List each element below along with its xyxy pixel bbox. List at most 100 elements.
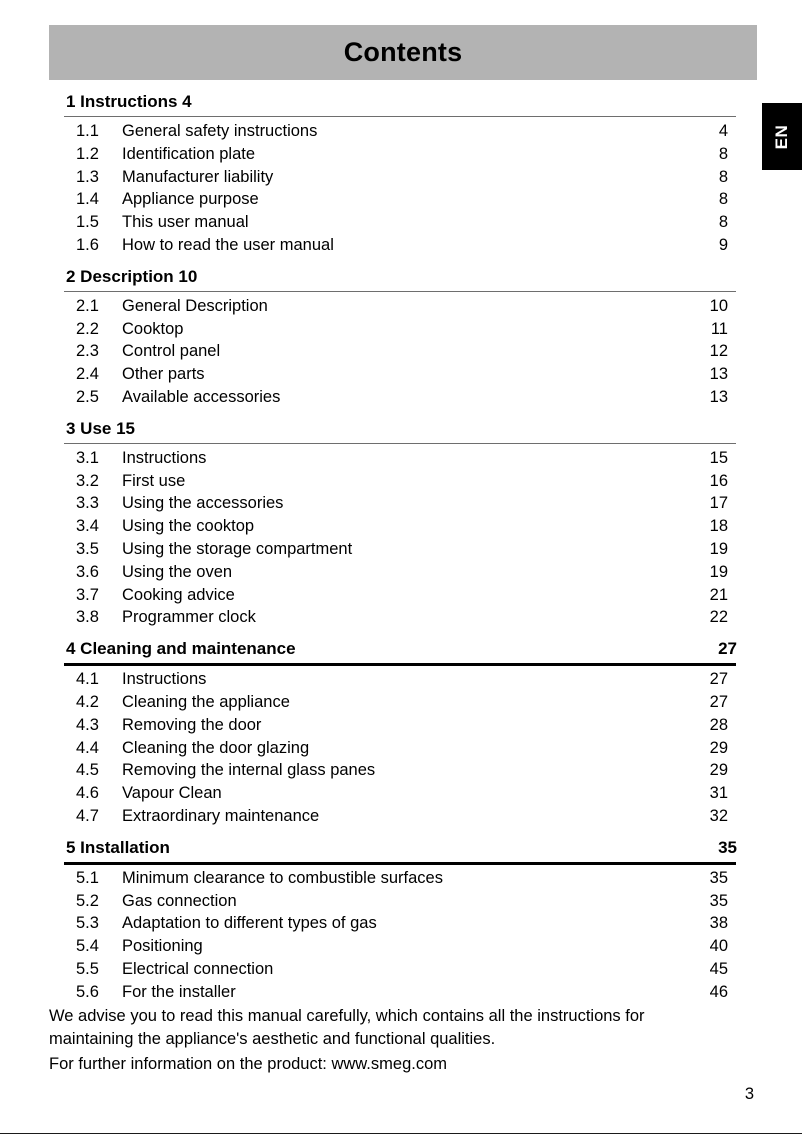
page-number: 3 [744, 1085, 754, 1103]
toc-entry-label: Electrical connection [122, 959, 274, 978]
toc-entry-number: 3.1 [76, 448, 99, 467]
toc-entry-page: 15 [709, 448, 728, 467]
toc-entry-number: 2.4 [76, 365, 99, 384]
toc-entry[interactable]: 3.5 Using the storage compartment 19 [76, 538, 728, 561]
toc-entry-label: Extraordinary maintenance [122, 806, 320, 825]
toc-entry[interactable]: 2.2 Cooktop 11 [76, 318, 728, 341]
toc-entry[interactable]: 2.5 Available accessories 13 [76, 386, 728, 409]
toc-section-header[interactable]: 3 Use 15 [49, 417, 737, 441]
toc-entry-page: 35 [709, 868, 728, 887]
toc-entry-label: Using the cooktop [122, 517, 255, 536]
toc-entry-label: Using the accessories [122, 494, 284, 513]
toc-entry[interactable]: 3.1 Instructions 15 [76, 447, 728, 470]
toc-entry-page: 29 [709, 738, 728, 757]
toc-entry[interactable]: 3.3 Using the accessories 17 [76, 492, 728, 515]
toc-section-header[interactable]: 1 Instructions 4 [49, 90, 737, 114]
toc-section-page: 35 [718, 837, 737, 857]
toc-entry[interactable]: 3.8 Programmer clock 22 [76, 606, 728, 629]
toc-entry-label: Control panel [122, 342, 221, 361]
toc-entry[interactable]: 5.2 Gas connection 35 [76, 890, 728, 913]
toc-entry[interactable]: 3.6 Using the oven 19 [76, 561, 728, 584]
toc-section-rule [64, 861, 736, 865]
toc-entry-label: Cleaning the door glazing [122, 738, 310, 757]
toc-entry[interactable]: 2.3 Control panel 12 [76, 340, 728, 363]
toc-section: 4 Cleaning and maintenance 27 4.1 Instructi… [49, 637, 737, 836]
toc-entry-page: 46 [709, 982, 728, 1001]
toc-entry-page: 27 [709, 670, 728, 689]
toc-section-title: 4 Cleaning and maintenance [66, 639, 296, 659]
toc-entry[interactable]: 2.4 Other parts 13 [76, 363, 728, 386]
toc-section-title: 3 Use 15 [66, 418, 135, 438]
toc-section: 1 Instructions 4 1.1 General safety instru… [49, 90, 737, 265]
toc-entry-number: 3.3 [76, 494, 99, 513]
toc-entry-page: 31 [709, 784, 728, 803]
toc-entry-page: 8 [718, 190, 728, 209]
toc-entry-number: 4.6 [76, 784, 99, 803]
toc-entry[interactable]: 1.1 General safety instructions 4 [76, 120, 728, 143]
toc-entry[interactable]: 1.4 Appliance purpose 8 [76, 188, 728, 211]
toc-entry-page: 9 [718, 235, 728, 254]
toc-entry-label: Instructions [122, 670, 207, 689]
toc-entry-number: 1.1 [76, 122, 99, 140]
toc-entry[interactable]: 3.4 Using the cooktop 18 [76, 515, 728, 538]
toc-entry[interactable]: 5.4 Positioning 40 [76, 935, 728, 958]
toc-entry-number: 5.5 [76, 959, 99, 978]
toc-entry-number: 4.1 [76, 670, 99, 689]
toc-entry-page: 16 [709, 471, 728, 490]
toc-entry-label: Manufacturer liability [122, 167, 274, 186]
toc-entry-label: Appliance purpose [122, 190, 259, 209]
toc-entry[interactable]: 4.2 Cleaning the appliance 27 [76, 691, 728, 714]
toc-entry-number: 4.5 [76, 761, 99, 780]
toc-entry[interactable]: 5.6 For the installer 46 [76, 981, 728, 1004]
toc-entry-number: 2.2 [76, 319, 99, 338]
toc-entry-number: 5.4 [76, 937, 99, 956]
toc-entry-page: 8 [718, 144, 728, 163]
toc-entry-page: 40 [709, 937, 728, 956]
toc-entry[interactable]: 4.5 Removing the internal glass panes 29 [76, 759, 728, 782]
toc-section-title: 5 Installation [66, 837, 170, 857]
toc-entry[interactable]: 4.7 Extraordinary maintenance 32 [76, 805, 728, 828]
footer-divider [0, 1133, 802, 1134]
toc-entry-number: 5.1 [76, 868, 99, 887]
toc-entry[interactable]: 3.2 First use 16 [76, 470, 728, 493]
toc-entry[interactable]: 4.4 Cleaning the door glazing 29 [76, 737, 728, 760]
toc-section-header[interactable]: 5 Installation 35 [49, 836, 737, 860]
toc-entry-number: 1.6 [76, 235, 99, 254]
toc-entry[interactable]: 2.1 General Description 10 [76, 295, 728, 318]
toc-entry-page: 8 [718, 167, 728, 186]
toc-section-header[interactable]: 4 Cleaning and maintenance 27 [49, 637, 737, 661]
toc-entry[interactable]: 1.5 This user manual 8 [76, 211, 728, 234]
toc-entry-label: Other parts [122, 365, 205, 384]
toc-entry[interactable]: 4.6 Vapour Clean 31 [76, 782, 728, 805]
footer-note-1: We advise you to read this manual carefu… [49, 1007, 645, 1048]
toc-entry[interactable]: 4.3 Removing the door 28 [76, 714, 728, 737]
toc-entry[interactable]: 5.5 Electrical connection 45 [76, 958, 728, 981]
toc-entry-label: Minimum clearance to combustible surface… [122, 868, 443, 887]
toc-entry[interactable]: 3.7 Cooking advice 21 [76, 584, 728, 607]
toc-entry-label: Identification plate [122, 144, 256, 163]
toc-section: 3 Use 15 3.1 Instructions 15 3.2 First use 16 3… [49, 417, 737, 637]
toc-entry[interactable]: 4.1 Instructions 27 [76, 668, 728, 691]
language-tab-label: EN [772, 124, 791, 149]
toc-entry-page: 45 [709, 959, 728, 978]
toc-entry[interactable]: 1.2 Identification plate 8 [76, 143, 728, 166]
toc-entry-label: Removing the internal glass panes [122, 761, 376, 780]
table-of-contents: 1 Instructions 4 1.1 General safety instru… [49, 90, 737, 1012]
toc-section-rule [64, 290, 736, 292]
toc-section: 5 Installation 35 5.1 Minimum clearance to … [49, 836, 737, 1012]
toc-entry-label: General safety instructions [122, 122, 318, 140]
toc-entry-page: 10 [709, 296, 728, 315]
toc-entry-number: 1.3 [76, 167, 99, 186]
toc-entry-number: 2.3 [76, 342, 99, 361]
footer-note-2: For further information on the product: … [49, 1055, 447, 1073]
toc-entry-page: 22 [709, 608, 728, 627]
toc-entry-label: Gas connection [122, 891, 237, 910]
toc-section-header[interactable]: 2 Description 10 [49, 265, 737, 289]
toc-entry[interactable]: 5.1 Minimum clearance to combustible surf… [76, 867, 728, 890]
toc-entry-number: 1.5 [76, 213, 99, 232]
toc-entry[interactable]: 1.3 Manufacturer liability 8 [76, 166, 728, 189]
toc-entry[interactable]: 1.6 How to read the user manual 9 [76, 234, 728, 257]
toc-section-title: 2 Description 10 [66, 266, 198, 286]
toc-entry-list: 3.1 Instructions 15 3.2 First use 16 3.3 Using … [49, 447, 737, 629]
toc-entry[interactable]: 5.3 Adaptation to different types of gas 3… [76, 912, 728, 935]
